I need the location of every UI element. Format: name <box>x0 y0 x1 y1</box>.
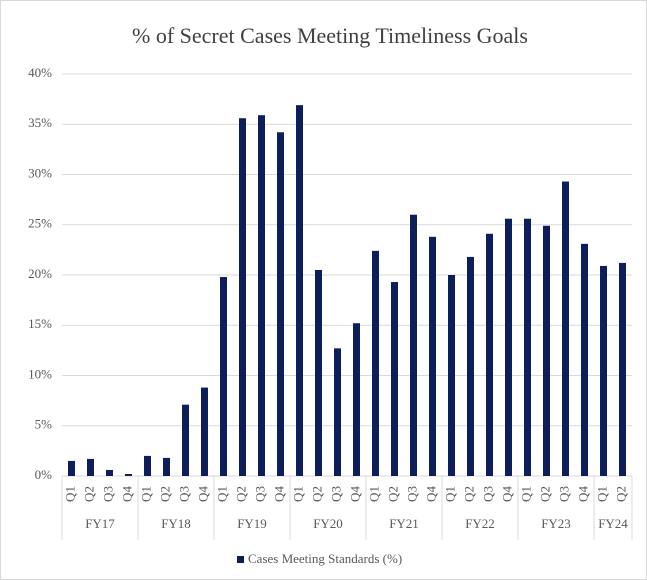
bar <box>486 233 493 476</box>
x-tick-label: Q3 <box>252 486 267 502</box>
x-tick-label: Q1 <box>594 486 609 502</box>
bar <box>619 262 626 476</box>
x-tick-label: Q2 <box>461 486 476 502</box>
bar <box>258 115 265 476</box>
bar <box>220 277 227 476</box>
x-tick-label: Q2 <box>309 486 324 502</box>
bar <box>277 132 284 477</box>
y-tick-label: 20% <box>28 266 52 281</box>
x-tick-label: Q4 <box>271 486 286 502</box>
y-tick-label: 35% <box>28 115 52 130</box>
bar <box>182 404 189 476</box>
group-label: FY20 <box>313 516 343 531</box>
x-tick-label: Q3 <box>100 486 115 502</box>
bar <box>372 250 379 476</box>
bar <box>315 269 322 476</box>
x-tick-label: Q2 <box>385 486 400 502</box>
x-tick-label: Q3 <box>480 486 495 502</box>
x-tick-label: Q4 <box>423 486 438 502</box>
y-tick-label: 25% <box>28 216 52 231</box>
x-tick-label: Q2 <box>613 486 628 502</box>
bar <box>448 275 455 476</box>
bar <box>144 455 151 476</box>
x-tick-label: Q4 <box>195 486 210 502</box>
bar <box>201 387 208 476</box>
x-tick-label: Q2 <box>157 486 172 502</box>
x-tick-label: Q1 <box>366 486 381 502</box>
x-tick-label: Q3 <box>176 486 191 502</box>
y-tick-label: 30% <box>28 165 52 180</box>
x-tick-label: Q2 <box>233 486 248 502</box>
group-label: FY19 <box>237 516 267 531</box>
y-tick-label: 10% <box>28 366 52 381</box>
x-tick-label: Q4 <box>119 486 134 502</box>
x-tick-label: Q1 <box>62 486 77 502</box>
bar <box>68 460 75 476</box>
x-tick-label: Q4 <box>347 486 362 502</box>
x-tick-label: Q1 <box>138 486 153 502</box>
bar <box>87 458 94 476</box>
x-tick-label: Q1 <box>442 486 457 502</box>
group-label: FY24 <box>598 516 628 531</box>
x-tick-label: Q4 <box>575 486 590 502</box>
group-label: FY21 <box>389 516 419 531</box>
y-tick-label: 15% <box>28 316 52 331</box>
bar <box>410 214 417 476</box>
bar <box>353 323 360 476</box>
bar <box>391 282 398 476</box>
bar <box>334 348 341 476</box>
group-label: FY22 <box>465 516 495 531</box>
x-tick-label: Q2 <box>81 486 96 502</box>
bar <box>600 265 607 476</box>
group-label: FY23 <box>541 516 571 531</box>
x-tick-label: Q1 <box>214 486 229 502</box>
x-tick-label: Q3 <box>328 486 343 502</box>
y-tick-label: 5% <box>35 417 53 432</box>
bar <box>163 457 170 476</box>
bar <box>296 105 303 476</box>
x-tick-label: Q1 <box>518 486 533 502</box>
bar <box>239 118 246 476</box>
x-tick-label: Q3 <box>404 486 419 502</box>
y-tick-label: 0% <box>35 467 53 482</box>
bar <box>467 256 474 476</box>
chart-title: % of Secret Cases Meeting Timeliness Goa… <box>132 23 528 48</box>
x-tick-label: Q1 <box>290 486 305 502</box>
legend-swatch <box>237 556 244 563</box>
bar <box>524 218 531 476</box>
bar <box>125 473 132 476</box>
bar <box>581 243 588 476</box>
y-tick-label: 40% <box>28 65 52 80</box>
bar <box>106 469 113 476</box>
x-tick-label: Q4 <box>499 486 514 502</box>
group-label: FY17 <box>85 516 115 531</box>
bar <box>505 218 512 476</box>
group-label: FY18 <box>161 516 191 531</box>
legend-label: Cases Meeting Standards (%) <box>248 551 402 566</box>
x-tick-label: Q3 <box>556 486 571 502</box>
x-tick-label: Q2 <box>537 486 552 502</box>
bar <box>543 225 550 476</box>
bar <box>562 181 569 476</box>
bar <box>429 236 436 476</box>
